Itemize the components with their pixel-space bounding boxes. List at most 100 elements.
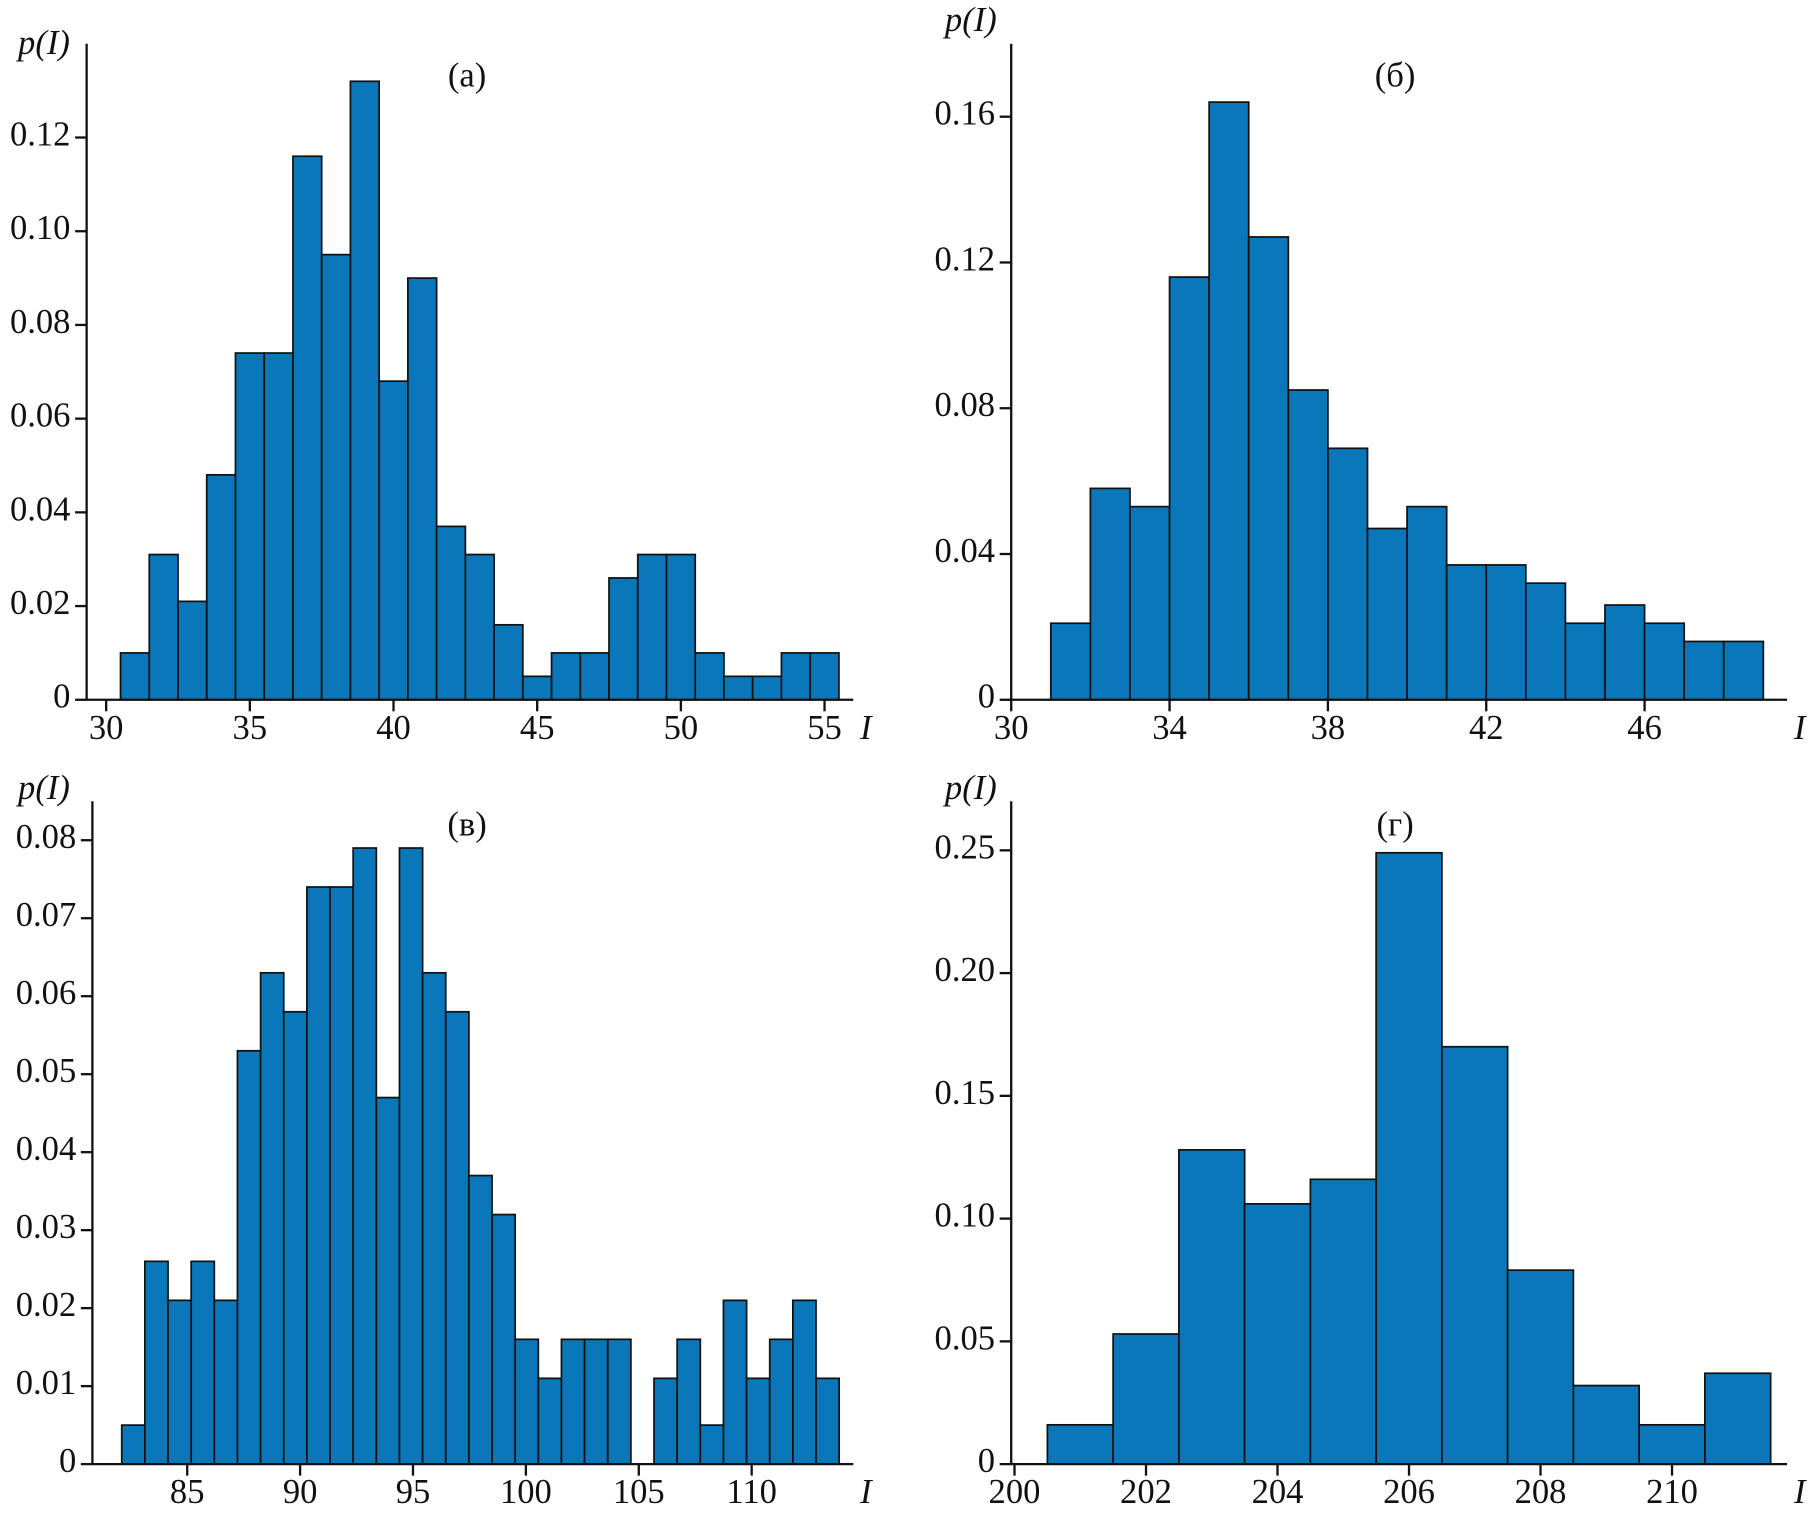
y-tick-label: 0.03 xyxy=(16,1208,77,1246)
bar xyxy=(119,652,151,701)
bar xyxy=(1506,1269,1575,1465)
y-tick-label: 0.02 xyxy=(10,584,71,622)
bar xyxy=(1375,851,1443,1465)
bar xyxy=(1247,236,1290,701)
bar xyxy=(1485,564,1527,701)
bar xyxy=(606,1338,632,1465)
bar xyxy=(1366,527,1408,701)
x-tick-label: 50 xyxy=(664,709,699,747)
bar xyxy=(236,1049,262,1465)
x-axis-label: I xyxy=(1793,1473,1807,1511)
bar xyxy=(579,652,610,701)
bar xyxy=(349,80,381,701)
y-tick-label: 0.08 xyxy=(935,386,996,424)
panel-label: (а) xyxy=(448,56,486,94)
y-tick-label: 0 xyxy=(978,1442,995,1480)
bar xyxy=(352,847,378,1465)
y-tick-label: 0 xyxy=(978,678,995,716)
bar xyxy=(421,971,447,1465)
bar xyxy=(1638,1423,1706,1465)
bar xyxy=(694,652,725,701)
bar xyxy=(809,652,840,701)
bar xyxy=(583,1338,609,1465)
x-tick-label: 208 xyxy=(1515,1473,1567,1511)
bar xyxy=(1524,582,1567,701)
bar xyxy=(514,1338,540,1465)
bar xyxy=(234,352,266,701)
x-tick-label: 42 xyxy=(1469,709,1504,747)
y-tick-label: 0.05 xyxy=(16,1052,77,1090)
bar xyxy=(435,525,467,701)
bar xyxy=(653,1377,679,1465)
bar xyxy=(815,1377,841,1465)
y-tick-label: 0.10 xyxy=(10,209,71,247)
bar xyxy=(375,1096,401,1465)
bar xyxy=(1178,1148,1246,1465)
bar xyxy=(1049,622,1092,701)
panel-label: (в) xyxy=(447,806,486,844)
bar xyxy=(491,1213,517,1465)
y-tick-label: 0.07 xyxy=(16,896,77,934)
x-axis-label: I xyxy=(1793,709,1807,747)
x-tick-label: 85 xyxy=(170,1473,205,1511)
bar xyxy=(292,155,323,701)
panel-label: (г) xyxy=(1377,806,1414,844)
bar xyxy=(259,971,285,1465)
bar xyxy=(1243,1203,1312,1465)
x-tick-label: 35 xyxy=(233,709,268,747)
x-tick-label: 30 xyxy=(994,709,1029,747)
bar xyxy=(699,1424,725,1465)
y-tick-label: 0.06 xyxy=(16,974,77,1012)
x-tick-label: 34 xyxy=(1152,709,1187,747)
x-tick-label: 206 xyxy=(1383,1473,1435,1511)
bar xyxy=(1445,564,1488,701)
y-tick-label: 0.04 xyxy=(16,1130,77,1168)
bar xyxy=(751,675,783,701)
bar xyxy=(1683,640,1725,701)
bar xyxy=(550,652,582,701)
x-tick-label: 200 xyxy=(989,1473,1041,1511)
x-tick-label: 38 xyxy=(1311,709,1346,747)
y-axis-label: p(I) xyxy=(942,1,997,39)
y-tick-label: 0.06 xyxy=(10,397,71,435)
bar xyxy=(1643,622,1686,701)
bar xyxy=(722,1299,748,1465)
bar xyxy=(398,847,424,1465)
bar xyxy=(745,1377,771,1465)
y-tick-label: 0.05 xyxy=(935,1319,996,1357)
bar xyxy=(468,1174,493,1465)
y-axis-label: p(I) xyxy=(942,769,997,807)
y-tick-label: 0.16 xyxy=(935,95,996,133)
bar xyxy=(493,623,524,701)
y-tick-label: 0.25 xyxy=(935,828,996,866)
bar xyxy=(1112,1333,1180,1465)
y-tick-label: 0.08 xyxy=(16,818,77,856)
bar xyxy=(190,1260,216,1465)
bar xyxy=(144,1260,169,1465)
bar xyxy=(1208,101,1250,701)
y-tick-label: 0.02 xyxy=(16,1286,77,1324)
x-tick-label: 46 xyxy=(1627,709,1662,747)
bar xyxy=(167,1299,193,1465)
x-tick-label: 110 xyxy=(726,1473,777,1511)
x-tick-label: 204 xyxy=(1252,1473,1304,1511)
y-tick-label: 0.01 xyxy=(16,1364,77,1402)
x-tick-label: 40 xyxy=(376,709,411,747)
y-tick-label: 0.15 xyxy=(935,1074,996,1112)
bar xyxy=(780,652,812,701)
x-tick-label: 90 xyxy=(283,1473,318,1511)
bar xyxy=(560,1338,586,1465)
y-tick-label: 0.12 xyxy=(935,240,996,278)
bar xyxy=(1327,447,1369,701)
y-tick-label: 0 xyxy=(53,678,70,716)
bar xyxy=(263,352,294,701)
bar xyxy=(676,1338,702,1465)
bar xyxy=(608,577,639,701)
bar xyxy=(1604,604,1646,701)
bar xyxy=(792,1299,817,1465)
bar xyxy=(1046,1423,1114,1465)
y-tick-label: 0.08 xyxy=(10,303,71,341)
x-tick-label: 30 xyxy=(89,709,124,747)
panel-label: (б) xyxy=(1375,56,1416,94)
